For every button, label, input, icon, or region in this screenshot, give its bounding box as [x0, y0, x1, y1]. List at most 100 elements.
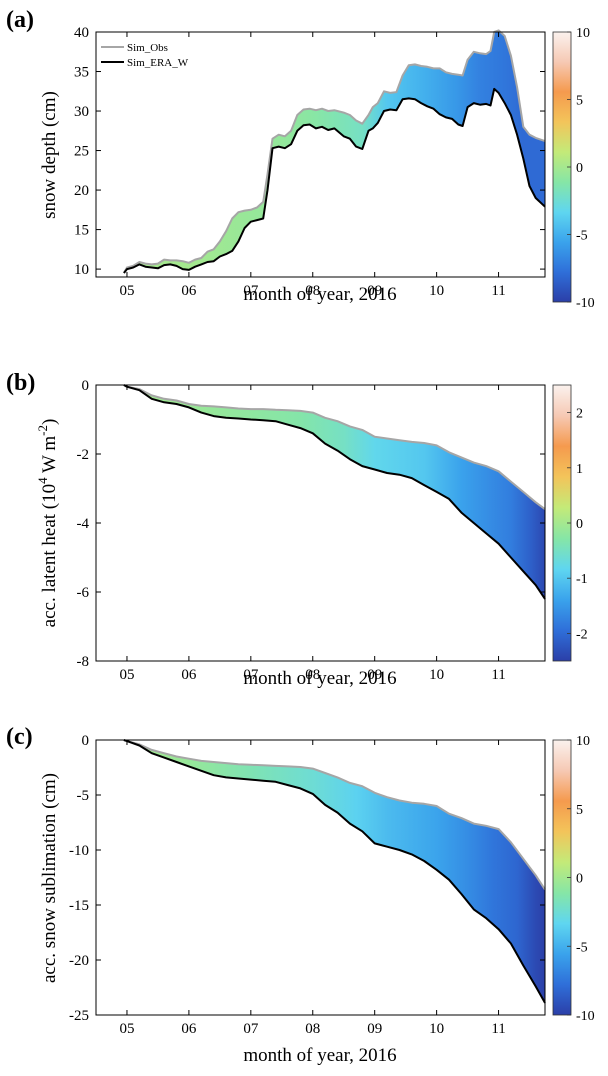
colorbar-tick-label: 5	[576, 94, 583, 109]
x-tick-label: 09	[367, 1021, 382, 1037]
y-axis-label-b-close: )	[39, 419, 60, 425]
axes-frame-a	[95, 31, 546, 278]
series-line-sim-era-w-a	[123, 87, 546, 274]
difference-fill-c	[123, 740, 546, 1003]
colorbar-strip-a	[553, 32, 571, 302]
x-tick-label: 10	[429, 667, 444, 683]
x-tick-label: 10	[429, 1021, 444, 1037]
panel-label-a: (a)	[6, 7, 34, 33]
x-ticks-b: 05 06 07 08 09 10 11	[119, 385, 506, 683]
colorbar-ticks-c: -10 -5 0 5 10	[567, 734, 595, 1024]
x-ticks-c: 05 06 07 08 09 10 11	[119, 740, 506, 1037]
series-line-sim-obs-b	[123, 384, 546, 511]
x-tick-label: 05	[119, 667, 134, 683]
x-tick-label: 10	[429, 283, 444, 299]
y-tick-label: 15	[74, 223, 89, 239]
colorbar-tick-label: 10	[576, 734, 590, 749]
colorbar-tick-label: 0	[576, 161, 583, 176]
x-tick-label: 11	[491, 283, 505, 299]
axes-frame-c	[95, 739, 546, 1016]
colorbar-tick-label: -1	[576, 572, 588, 587]
colorbar-tick-label: -2	[576, 627, 588, 642]
x-axis-label-c: month of year, 2016	[243, 1045, 396, 1066]
colorbar-strip-c	[553, 740, 571, 1015]
y-axis-label-b-unit-exp: -2	[35, 425, 50, 436]
panel-b: (b) 05 06 07 08 09 10 11 -8-6-4-20 month of ye…	[6, 370, 588, 689]
legend-label-sim-era-w: Sim_ERA_W	[127, 57, 189, 69]
y-tick-label: -10	[69, 843, 89, 859]
x-tick-label: 09	[367, 283, 382, 299]
x-tick-label: 07	[243, 283, 259, 299]
y-ticks-a: 10 15 20 25 30 35 40	[74, 25, 545, 278]
y-tick-label: -6	[77, 585, 90, 601]
x-tick-label: 06	[181, 283, 197, 299]
legend-a: Sim_Obs Sim_ERA_W	[101, 42, 189, 69]
y-tick-label: 0	[82, 378, 90, 394]
colorbar-tick-label: 5	[576, 803, 583, 818]
y-tick-label: -25	[69, 1008, 89, 1024]
colorbar-b: -2 -1 0 1 2	[552, 384, 588, 662]
series-line-sim-era-w-b	[123, 384, 546, 600]
y-axis-label-b-exp: 4	[35, 477, 50, 484]
y-ticks-b: -8 -6 -4 -2 0	[77, 378, 545, 670]
x-tick-label: 09	[367, 667, 382, 683]
x-tick-label: 11	[491, 1021, 505, 1037]
y-tick-label: 25	[74, 144, 89, 160]
x-tick-label: 06	[181, 667, 197, 683]
colorbar-tick-label: -10	[576, 296, 595, 311]
colorbar-tick-label: 2	[576, 407, 583, 422]
y-ticks-c: -25 -20 -15 -10 -5 0	[69, 733, 545, 1024]
colorbar-tick-label: -5	[576, 229, 588, 244]
y-tick-label: 10	[74, 262, 89, 278]
y-axis-label-b-main: acc. latent heat (10	[39, 484, 60, 627]
x-axis-label-b: month of year, 2016	[243, 668, 396, 689]
colorbar-tick-label: 0	[576, 872, 583, 887]
panel-c: (c) 05 06 07 08 09 10 11 -25-20-15-10-50 month…	[6, 724, 595, 1066]
colorbar-ticks-a: -10 -5 0 5 10	[567, 26, 595, 311]
y-axis-label-c: acc. snow sublimation (cm)	[39, 773, 60, 983]
y-tick-label: 0	[82, 733, 90, 749]
y-tick-label: 30	[74, 104, 89, 120]
plot-area-b	[123, 384, 546, 600]
x-tick-label: 05	[119, 283, 134, 299]
y-tick-label: -15	[69, 898, 89, 914]
x-ticks-a: 05 06 07 08 09 10 11	[119, 32, 506, 299]
x-tick-label: 05	[119, 1021, 134, 1037]
series-line-sim-obs-a	[123, 29, 546, 274]
y-tick-label: 35	[74, 65, 89, 81]
y-axis-label-a: snow depth (cm)	[39, 91, 60, 219]
x-tick-label: 08	[305, 283, 320, 299]
plot-area-c	[123, 739, 546, 1004]
y-tick-label: -2	[77, 447, 90, 463]
y-axis-label-b: acc. latent heat (104 W m-2)	[35, 419, 60, 628]
difference-fill-a	[123, 30, 546, 274]
y-tick-label: 40	[74, 25, 89, 41]
colorbar-c: -10 -5 0 5 10	[552, 734, 595, 1024]
y-tick-label: -8	[77, 654, 90, 670]
x-tick-label: 07	[243, 667, 259, 683]
panel-label-c: (c)	[6, 724, 33, 750]
colorbar-tick-label: -5	[576, 940, 588, 955]
colorbar-ticks-b: -2 -1 0 1 2	[567, 407, 588, 642]
legend-label-sim-obs: Sim_Obs	[127, 42, 168, 54]
y-axis-label-b-unit: W m	[39, 436, 60, 478]
colorbar-tick-label: 10	[576, 26, 590, 41]
colorbar-tick-label: 1	[576, 462, 583, 477]
x-tick-label: 06	[181, 1021, 197, 1037]
colorbar-a: -10 -5 0 5 10	[552, 26, 595, 311]
difference-fill-b	[123, 385, 546, 599]
y-tick-label: -5	[77, 788, 90, 804]
colorbar-tick-label: 0	[576, 517, 583, 532]
x-axis-label-a: month of year, 2016	[243, 284, 396, 305]
y-tick-label: 20	[74, 183, 89, 199]
x-tick-label: 07	[243, 1021, 259, 1037]
colorbar-tick-label: -10	[576, 1009, 595, 1024]
x-tick-label: 08	[305, 1021, 320, 1037]
x-tick-label: 08	[305, 667, 320, 683]
x-tick-label: 11	[491, 667, 505, 683]
series-line-sim-obs-c	[123, 739, 546, 891]
plot-area-a	[123, 29, 546, 274]
y-tick-label: -4	[77, 516, 90, 532]
